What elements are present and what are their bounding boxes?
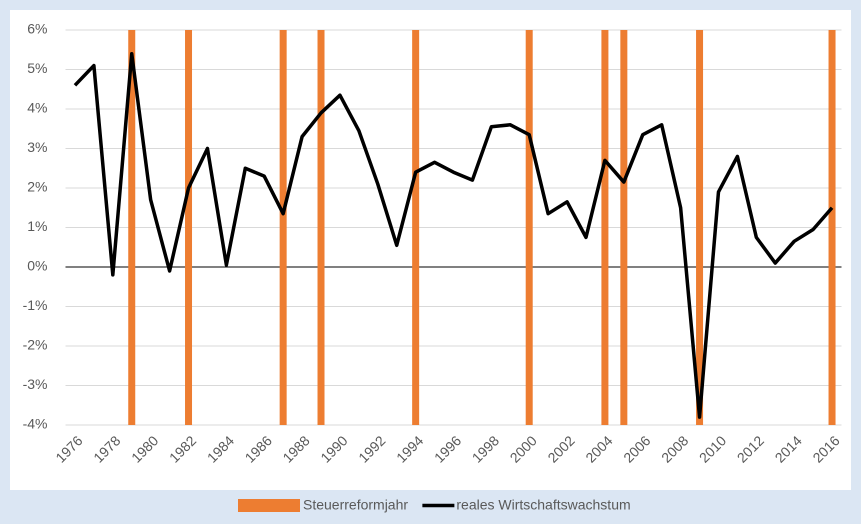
bar <box>696 30 704 425</box>
y-tick-label: 1% <box>27 218 47 234</box>
y-tick-label: 4% <box>27 100 47 116</box>
y-tick-label: -1% <box>23 297 48 313</box>
y-tick-label: 5% <box>27 60 47 76</box>
bar <box>525 30 533 425</box>
y-tick-label: 6% <box>27 21 47 37</box>
legend-swatch <box>238 499 300 512</box>
bar <box>279 30 287 425</box>
y-tick-label: 0% <box>27 258 47 274</box>
bar <box>620 30 628 425</box>
legend-label: Steuerreformjahr <box>303 497 408 513</box>
y-tick-label: -4% <box>23 416 48 432</box>
bar <box>828 30 836 425</box>
line <box>73 51 834 419</box>
y-tick-label: -2% <box>23 337 48 353</box>
bar <box>412 30 420 425</box>
y-tick-label: -3% <box>23 376 48 392</box>
bar <box>317 30 325 425</box>
legend-label: reales Wirtschaftswachstum <box>456 497 630 513</box>
bar <box>185 30 193 425</box>
plot-background <box>10 10 851 490</box>
bar <box>128 30 136 425</box>
bar <box>601 30 609 425</box>
y-tick-label: 2% <box>27 179 47 195</box>
y-tick-label: 3% <box>27 139 47 155</box>
